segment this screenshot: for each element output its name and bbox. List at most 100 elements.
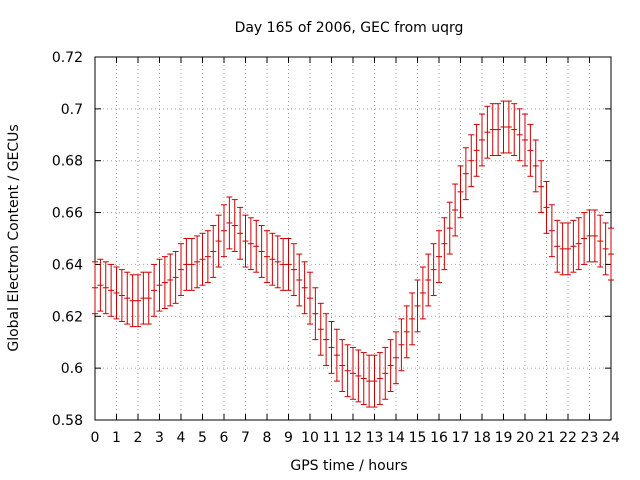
- x-axis-label: GPS time / hours: [290, 458, 407, 474]
- data-series: [92, 100, 614, 408]
- errorbar-point: [102, 261, 109, 315]
- errorbar-point: [409, 292, 416, 346]
- errorbar-point: [360, 352, 367, 405]
- errorbar-point: [597, 214, 604, 268]
- errorbar-point: [135, 274, 141, 328]
- errorbar-point: [382, 346, 389, 400]
- errorbar-point: [226, 196, 233, 250]
- x-tick-label: 11: [323, 430, 341, 446]
- errorbar-point: [387, 339, 394, 392]
- x-tick-label: 17: [452, 430, 470, 446]
- chart-title: Day 165 of 2006, GEC from uqrg: [235, 20, 464, 36]
- errorbar-point: [430, 243, 437, 297]
- errorbar-point: [339, 339, 346, 392]
- errorbar-point: [204, 230, 211, 284]
- x-tick-label: 1: [112, 430, 121, 446]
- errorbar-point: [419, 266, 426, 320]
- errorbar-point: [575, 217, 582, 271]
- errorbar-point: [242, 214, 249, 268]
- x-tick-label: 13: [366, 430, 384, 446]
- errorbar-point: [194, 235, 201, 289]
- x-tick-label: 9: [284, 430, 293, 446]
- errorbar-point: [393, 331, 399, 385]
- errorbar-point: [543, 180, 550, 234]
- errorbar-point: [425, 253, 432, 307]
- errorbar-point: [237, 206, 244, 260]
- errorbar-point: [527, 123, 534, 177]
- errorbar-point: [457, 165, 464, 219]
- errorbar-point: [511, 103, 518, 157]
- errorbar-point: [479, 113, 485, 167]
- errorbar-point: [328, 320, 335, 374]
- axis-ticks: 0 1 2 3 4 5 6 7 8 9 10 11 12 13 14 15 16 17 18 19 20 21 22 23 24…: [52, 50, 620, 446]
- errorbar-point: [140, 271, 147, 325]
- errorbar-point: [199, 232, 206, 286]
- x-tick-label: 4: [177, 430, 186, 446]
- errorbar-point: [317, 302, 324, 356]
- errorbar-point: [301, 261, 308, 315]
- errorbar-point: [505, 100, 512, 154]
- errorbar-point: [108, 263, 115, 317]
- errorbar-point: [452, 183, 459, 237]
- errorbar-point: [468, 134, 475, 188]
- errorbar-point: [570, 219, 577, 273]
- x-tick-label: 19: [495, 430, 513, 446]
- x-tick-label: 2: [134, 430, 143, 446]
- errorbar-point: [210, 225, 217, 278]
- errorbar-point: [290, 243, 297, 297]
- errorbar-point: [565, 222, 571, 276]
- errorbar-point: [307, 271, 313, 325]
- errorbar-point: [215, 214, 222, 268]
- errorbar-point: [441, 217, 448, 271]
- errorbar-point: [92, 261, 98, 315]
- x-tick-label: 12: [344, 430, 362, 446]
- errorbar-point: [151, 263, 158, 317]
- x-tick-label: 10: [301, 430, 319, 446]
- errorbar-point: [156, 258, 163, 312]
- errorbar-point: [269, 232, 276, 286]
- x-tick-label: 15: [409, 430, 427, 446]
- x-tick-label: 6: [220, 430, 229, 446]
- errorbar-point: [97, 258, 104, 312]
- x-tick-label: 8: [263, 430, 272, 446]
- errorbar-point: [312, 287, 319, 341]
- errorbar-point: [602, 222, 609, 276]
- errorbar-point: [247, 217, 254, 271]
- x-tick-label: 3: [155, 430, 164, 446]
- errorbar-point: [462, 147, 469, 201]
- y-tick-label: 0.68: [52, 154, 83, 170]
- x-tick-label: 14: [387, 430, 405, 446]
- errorbar-point: [436, 230, 442, 284]
- errorbar-point: [608, 227, 614, 281]
- errorbar-point: [489, 103, 496, 157]
- errorbar-point: [167, 253, 174, 307]
- errorbar-point: [350, 346, 356, 400]
- errorbar-point: [333, 328, 340, 382]
- y-tick-label: 0.64: [52, 257, 83, 273]
- errorbar-point: [500, 100, 507, 154]
- x-tick-label: 7: [241, 430, 250, 446]
- x-tick-label: 24: [602, 430, 620, 446]
- series-0: [92, 100, 614, 408]
- errorbar-point: [129, 274, 136, 328]
- errorbar-point: [113, 266, 120, 320]
- errorbar-point: [532, 139, 539, 193]
- errorbar-point: [178, 243, 184, 297]
- x-tick-label: 16: [430, 430, 448, 446]
- y-tick-label: 0.66: [52, 206, 83, 222]
- errorbar-point: [172, 250, 179, 304]
- errorbar-point: [414, 279, 421, 333]
- errorbar-point: [376, 352, 383, 405]
- errorbar-point: [484, 105, 491, 159]
- y-tick-label: 0.7: [61, 102, 83, 118]
- errorbar-point: [124, 271, 131, 325]
- errorbar-point: [559, 222, 566, 276]
- errorbar-point: [285, 238, 292, 291]
- errorbar-point: [183, 238, 190, 291]
- errorbar-point: [231, 199, 238, 252]
- errorbar-point: [516, 108, 523, 162]
- errorbar-point: [586, 209, 593, 263]
- x-tick-label: 0: [91, 430, 100, 446]
- errorbar-point: [296, 253, 303, 307]
